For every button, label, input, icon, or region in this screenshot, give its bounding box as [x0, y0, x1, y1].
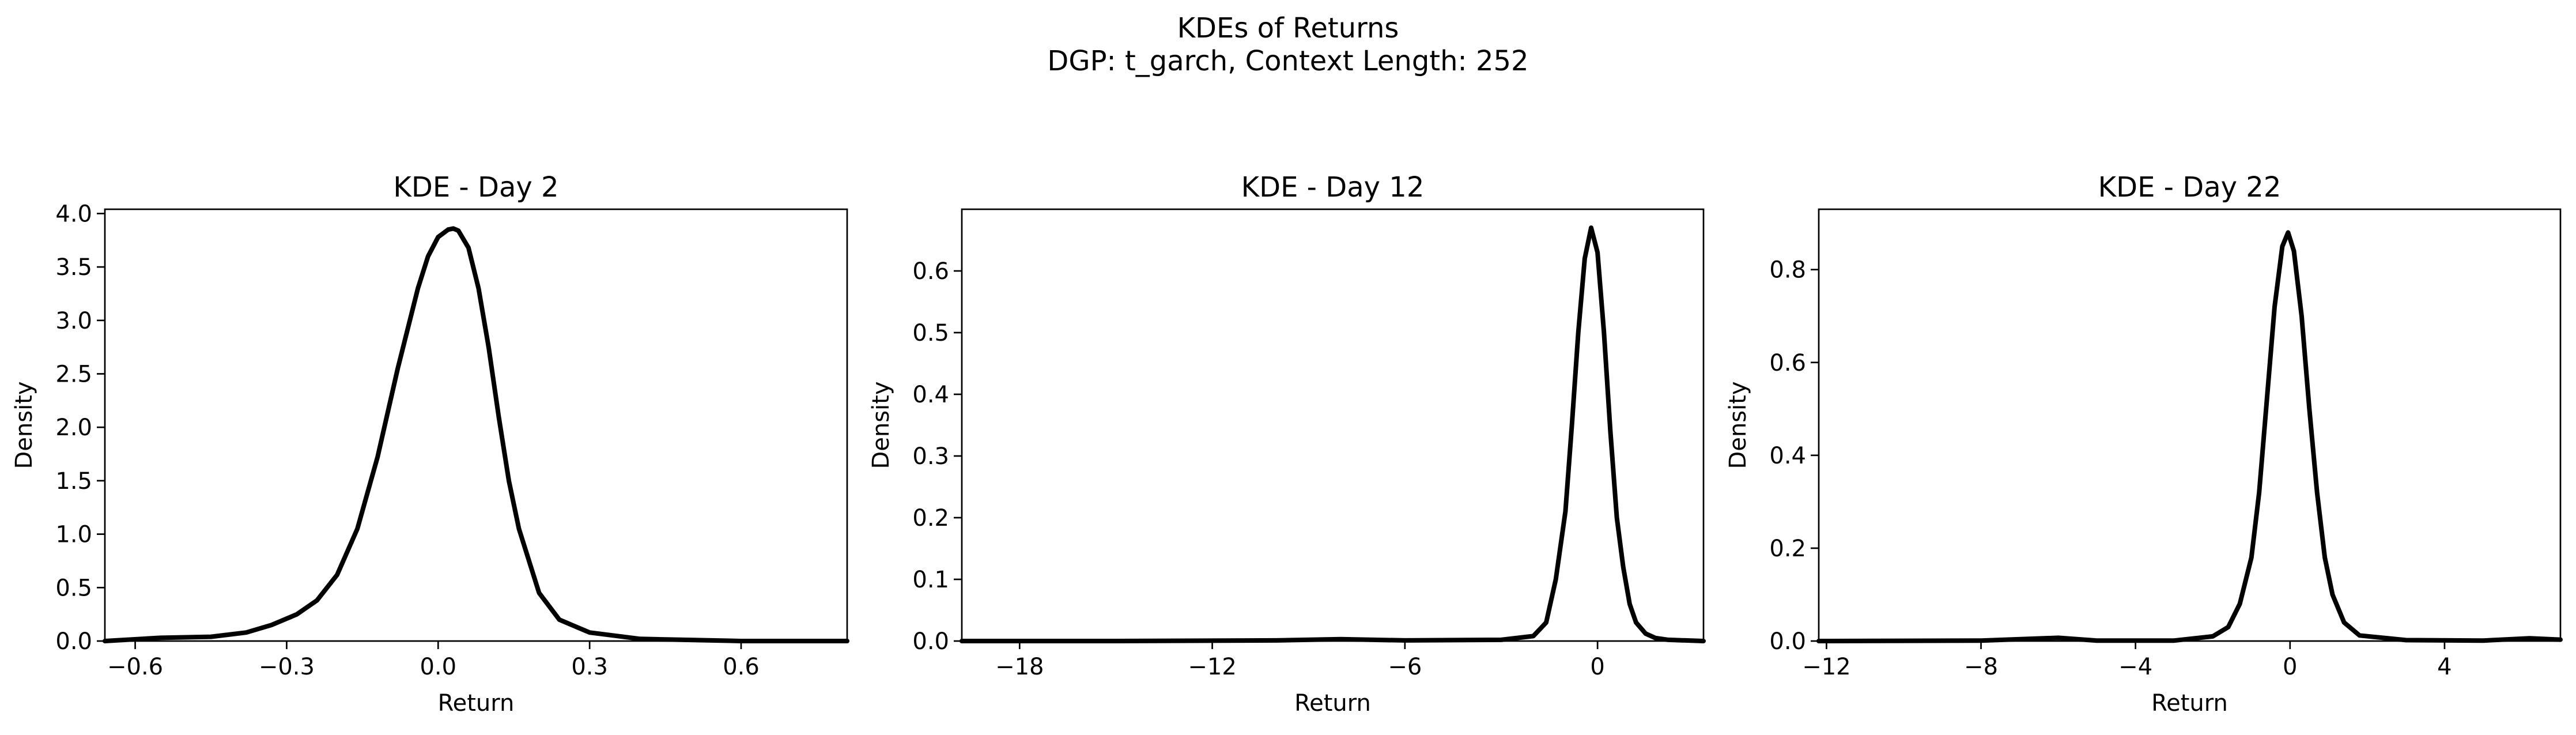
y-tick-label: 2.0 — [55, 414, 92, 441]
y-axis-label: Density — [11, 381, 37, 469]
y-tick-label: 3.5 — [55, 254, 92, 281]
kde-panel-day-22: KDE - Day 22 −12 −8 −4 0 4 0.0 0.2 0.4 0.6 0.8 Retu… — [1725, 171, 2563, 717]
y-tick-label: 0.2 — [912, 505, 949, 532]
y-tick-label: 3.0 — [55, 308, 92, 334]
plot-frame — [104, 208, 848, 642]
y-tick-label: 0.4 — [1769, 443, 1806, 469]
x-tick-label: −0.6 — [107, 654, 163, 680]
kde-curve-2-0 — [1816, 230, 2563, 643]
y-tick-label: 1.0 — [55, 522, 92, 548]
panel-title: KDE - Day 2 — [393, 171, 558, 203]
x-tick-label: 0 — [1590, 654, 1604, 680]
y-tick-label: 0.8 — [1769, 257, 1806, 284]
x-tick-label: −8 — [1964, 654, 1998, 680]
y-tick-label: 0.5 — [912, 320, 949, 346]
kde-panel-day-2: KDE - Day 2 −0.6 −0.3 0.0 0.3 0.6 0.0 0.5 1.0 1.5… — [11, 171, 849, 717]
y-tick-label: 0.0 — [1769, 628, 1806, 655]
y-tick-label: 0.0 — [912, 628, 949, 655]
x-axis-label: Return — [2151, 690, 2228, 717]
y-tick-label: 0.4 — [912, 382, 949, 408]
x-tick-label: −12 — [1802, 654, 1850, 680]
y-tick-label: 0.6 — [912, 258, 949, 285]
x-tick-label: 4 — [2437, 654, 2452, 680]
kde-panel-day-12: KDE - Day 12 −18 −12 −6 0 0.0 0.1 0.2 0.3 0.4 0.5 0… — [868, 171, 1706, 717]
y-tick-label: 0.1 — [912, 567, 949, 593]
y-tick-label: 0.2 — [1769, 536, 1806, 562]
y-tick-label: 0.3 — [912, 443, 949, 470]
panel-title: KDE - Day 12 — [1241, 171, 1425, 203]
y-tick-label: 1.5 — [55, 468, 92, 495]
x-tick-label: 0 — [2283, 654, 2297, 680]
x-axis-label: Return — [438, 690, 515, 717]
x-tick-label: 0.6 — [723, 654, 760, 680]
panel-title: KDE - Day 22 — [2098, 171, 2282, 203]
y-tick-label: 2.5 — [55, 361, 92, 388]
x-tick-label: 0.0 — [420, 654, 456, 680]
kde-curve-0-0 — [103, 226, 849, 643]
figure-title-line1: KDEs of Returns — [1177, 12, 1399, 44]
figure-title-line2: DGP: t_garch, Context Length: 252 — [1047, 45, 1528, 77]
plot-frame — [961, 208, 1705, 642]
y-axis-label: Density — [1725, 381, 1751, 469]
y-axis-label: Density — [868, 381, 894, 469]
x-tick-label: −12 — [1188, 654, 1236, 680]
x-tick-label: −0.3 — [259, 654, 315, 680]
x-axis-label: Return — [1294, 690, 1371, 717]
plot-frame — [1818, 208, 2562, 642]
x-tick-label: 0.3 — [571, 654, 608, 680]
x-tick-label: −4 — [2118, 654, 2152, 680]
y-tick-label: 0.6 — [1769, 350, 1806, 376]
y-tick-label: 0.5 — [55, 575, 92, 601]
y-tick-label: 4.0 — [55, 201, 92, 227]
y-tick-label: 0.0 — [55, 628, 92, 655]
x-tick-label: −6 — [1388, 654, 1422, 680]
x-tick-label: −18 — [995, 654, 1044, 680]
